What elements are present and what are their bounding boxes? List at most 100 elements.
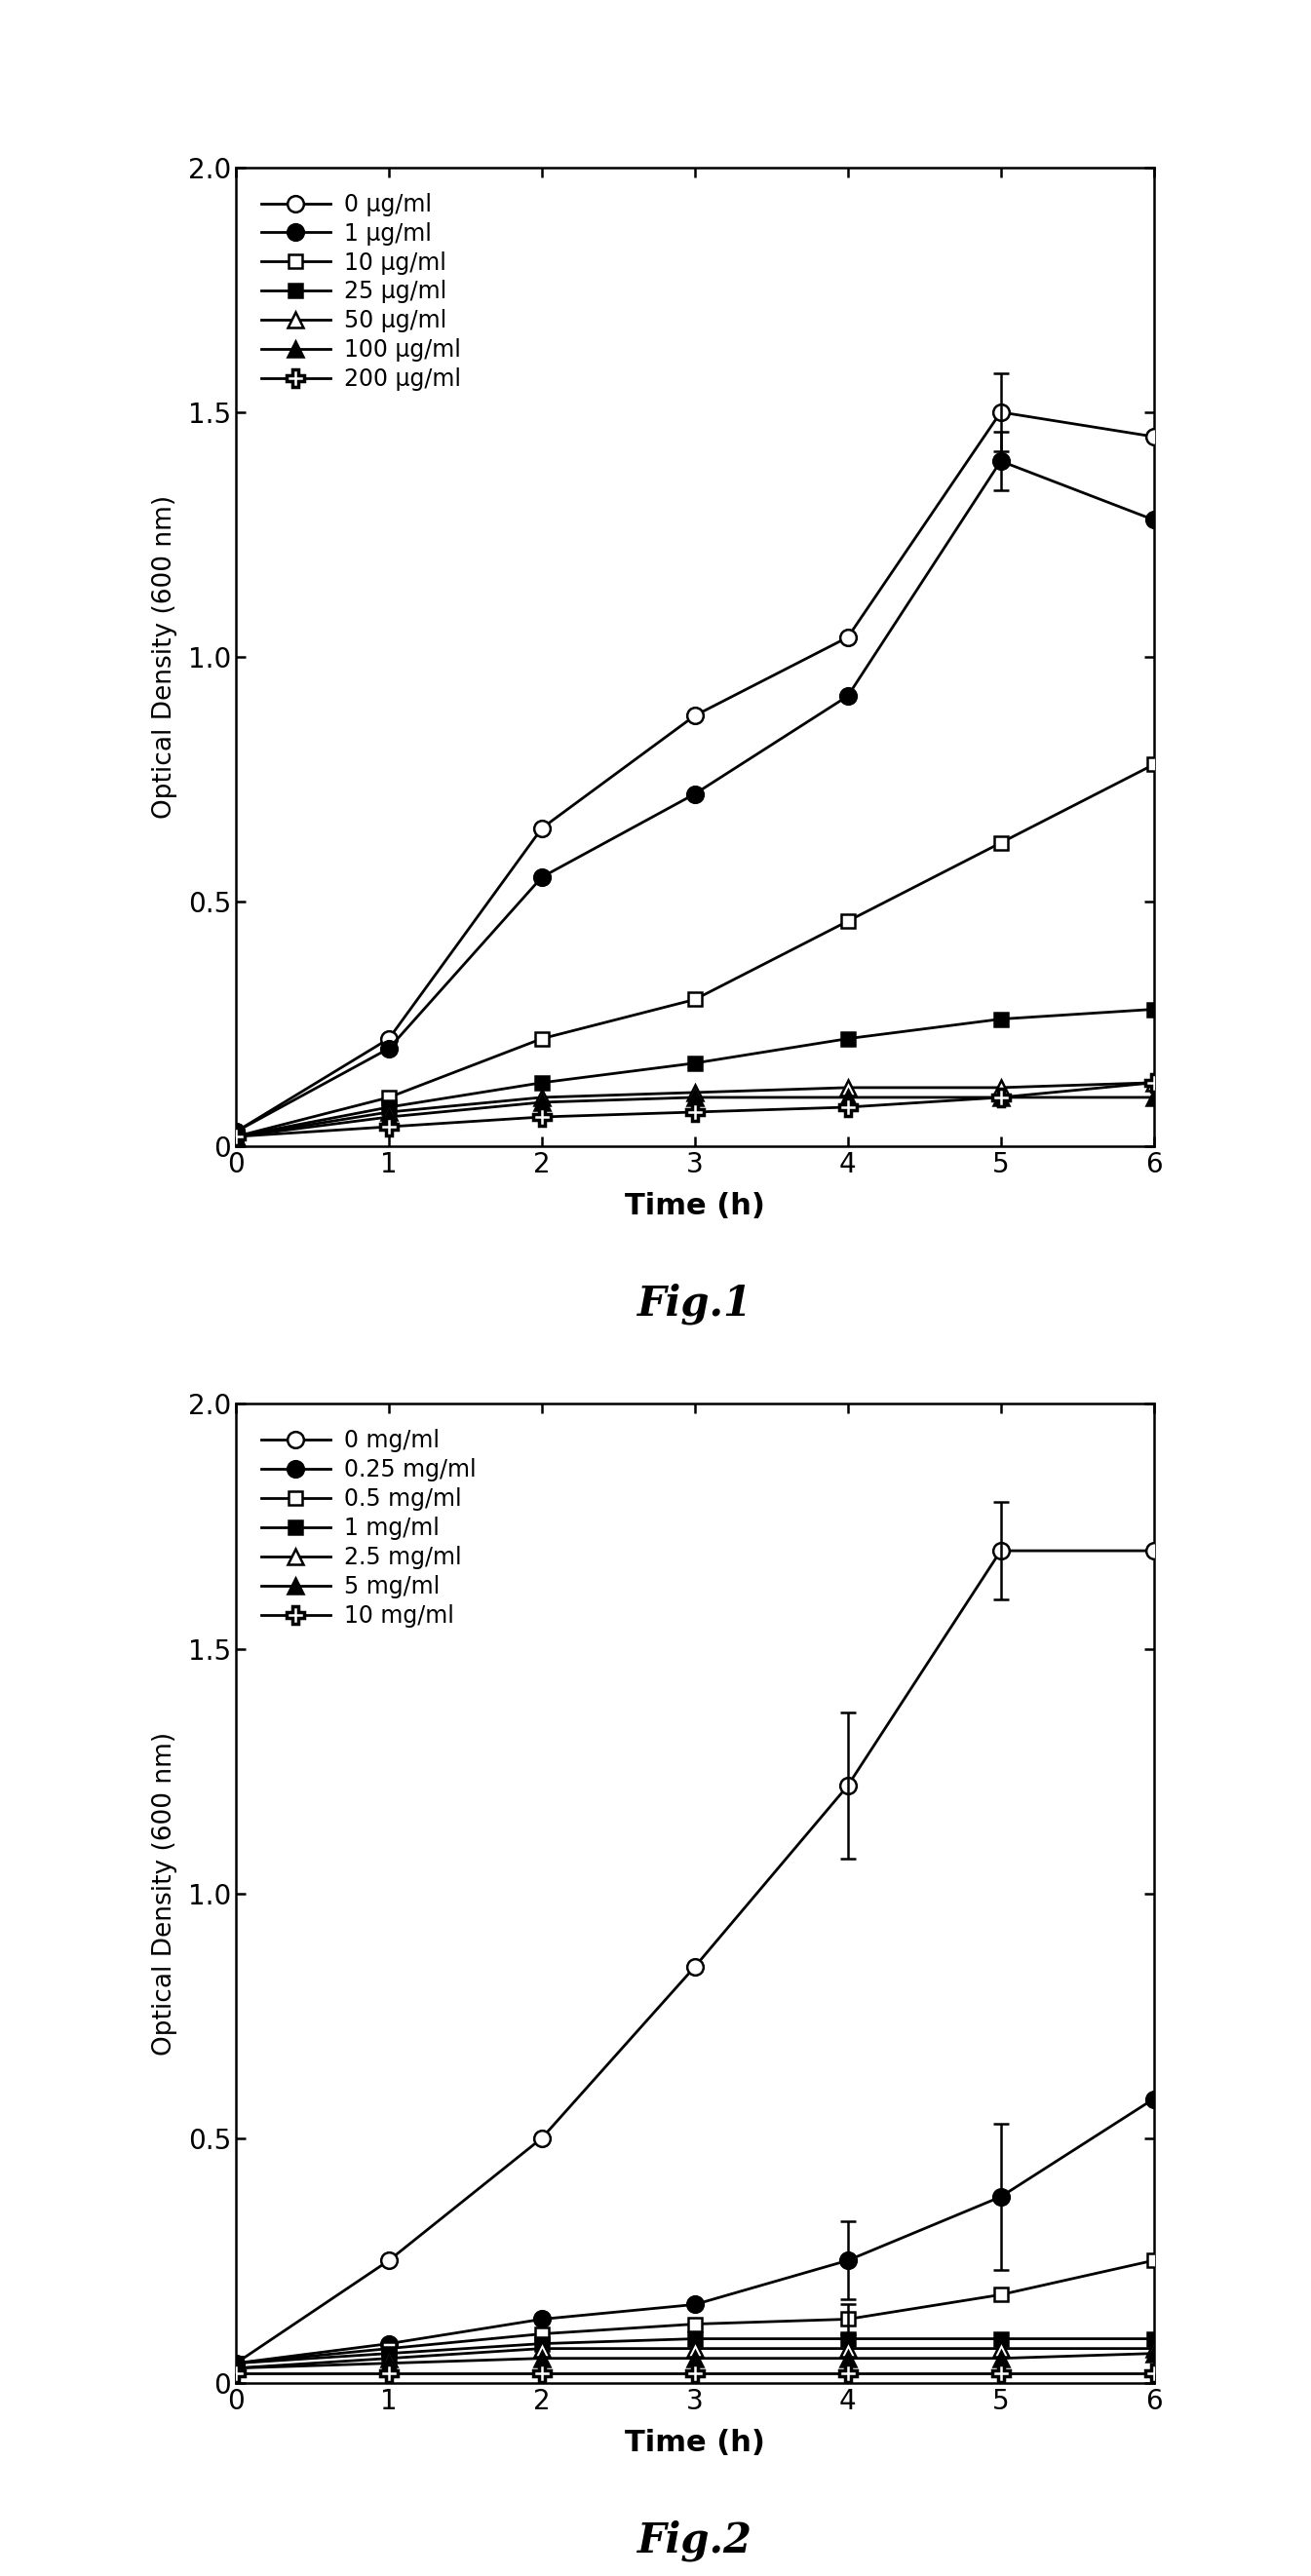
0.5 mg/ml: [228, 2347, 244, 2378]
200 μg/ml: [992, 1082, 1008, 1113]
25 μg/ml: [1146, 994, 1162, 1025]
0 μg/ml: [840, 621, 856, 652]
10 μg/ml: [992, 827, 1008, 858]
Line: 2.5 mg/ml: 2.5 mg/ml: [228, 2342, 1162, 2375]
0.5 mg/ml: [840, 2303, 856, 2334]
200 μg/ml: [840, 1092, 856, 1123]
Line: 0 μg/ml: 0 μg/ml: [228, 404, 1162, 1139]
Line: 10 μg/ml: 10 μg/ml: [229, 757, 1160, 1144]
1 μg/ml: [992, 446, 1008, 477]
0.25 mg/ml: [840, 2244, 856, 2277]
0 μg/ml: [382, 1023, 397, 1054]
Line: 0.25 mg/ml: 0.25 mg/ml: [228, 2092, 1162, 2372]
0.5 mg/ml: [382, 2334, 397, 2365]
10 mg/ml: [534, 2357, 549, 2388]
1 μg/ml: [382, 1033, 397, 1064]
Legend: 0 mg/ml, 0.25 mg/ml, 0.5 mg/ml, 1 mg/ml, 2.5 mg/ml, 5 mg/ml, 10 mg/ml: 0 mg/ml, 0.25 mg/ml, 0.5 mg/ml, 1 mg/ml,…: [248, 1414, 490, 1641]
50 μg/ml: [840, 1072, 856, 1103]
1 mg/ml: [992, 2324, 1008, 2354]
25 μg/ml: [992, 1005, 1008, 1036]
1 mg/ml: [840, 2324, 856, 2354]
2.5 mg/ml: [382, 2344, 397, 2375]
0.25 mg/ml: [992, 2182, 1008, 2213]
0.25 mg/ml: [1146, 2084, 1162, 2115]
200 μg/ml: [228, 1121, 244, 1151]
1 μg/ml: [1146, 505, 1162, 536]
0 μg/ml: [687, 701, 703, 732]
50 μg/ml: [534, 1082, 549, 1113]
100 μg/ml: [382, 1103, 397, 1133]
100 μg/ml: [840, 1082, 856, 1113]
5 mg/ml: [1146, 2339, 1162, 2370]
Line: 10 mg/ml: 10 mg/ml: [227, 2365, 1163, 2383]
0.5 mg/ml: [992, 2280, 1008, 2311]
0 mg/ml: [992, 1535, 1008, 1566]
Line: 100 μg/ml: 100 μg/ml: [228, 1090, 1162, 1144]
1 mg/ml: [228, 2347, 244, 2378]
2.5 mg/ml: [687, 2334, 703, 2365]
10 μg/ml: [228, 1121, 244, 1151]
Line: 0.5 mg/ml: 0.5 mg/ml: [229, 2254, 1160, 2370]
Line: 200 μg/ml: 200 μg/ml: [227, 1074, 1163, 1146]
0 mg/ml: [382, 2244, 397, 2277]
0.5 mg/ml: [687, 2308, 703, 2339]
50 μg/ml: [992, 1072, 1008, 1103]
Line: 0 mg/ml: 0 mg/ml: [228, 1543, 1162, 2372]
100 μg/ml: [534, 1087, 549, 1118]
50 μg/ml: [382, 1097, 397, 1128]
0.25 mg/ml: [228, 2347, 244, 2378]
50 μg/ml: [1146, 1066, 1162, 1097]
200 μg/ml: [534, 1103, 549, 1133]
25 μg/ml: [534, 1066, 549, 1097]
10 μg/ml: [840, 907, 856, 938]
0 mg/ml: [687, 1953, 703, 1984]
100 μg/ml: [1146, 1082, 1162, 1113]
Y-axis label: Optical Density (600 nm): Optical Density (600 nm): [152, 495, 177, 819]
10 mg/ml: [228, 2357, 244, 2388]
2.5 mg/ml: [1146, 2334, 1162, 2365]
10 mg/ml: [382, 2357, 397, 2388]
X-axis label: Time (h): Time (h): [625, 1193, 764, 1221]
50 μg/ml: [228, 1121, 244, 1151]
0 μg/ml: [228, 1115, 244, 1146]
1 mg/ml: [534, 2329, 549, 2360]
10 mg/ml: [840, 2357, 856, 2388]
25 μg/ml: [382, 1092, 397, 1123]
0 mg/ml: [1146, 1535, 1162, 1566]
X-axis label: Time (h): Time (h): [625, 2429, 764, 2458]
10 μg/ml: [382, 1082, 397, 1113]
100 μg/ml: [992, 1082, 1008, 1113]
Line: 1 mg/ml: 1 mg/ml: [229, 2331, 1160, 2370]
25 μg/ml: [687, 1048, 703, 1079]
2.5 mg/ml: [992, 2334, 1008, 2365]
Y-axis label: Optical Density (600 nm): Optical Density (600 nm): [152, 1731, 177, 2056]
0.25 mg/ml: [382, 2329, 397, 2360]
1 mg/ml: [1146, 2324, 1162, 2354]
2.5 mg/ml: [534, 2334, 549, 2365]
5 mg/ml: [534, 2344, 549, 2375]
Text: Fig.2: Fig.2: [637, 2519, 753, 2561]
Text: Fig.1: Fig.1: [637, 1283, 753, 1324]
5 mg/ml: [228, 2352, 244, 2383]
10 μg/ml: [1146, 750, 1162, 781]
10 μg/ml: [687, 984, 703, 1015]
2.5 mg/ml: [228, 2352, 244, 2383]
Legend: 0 μg/ml, 1 μg/ml, 10 μg/ml, 25 μg/ml, 50 μg/ml, 100 μg/ml, 200 μg/ml: 0 μg/ml, 1 μg/ml, 10 μg/ml, 25 μg/ml, 50…: [248, 178, 475, 404]
Line: 1 μg/ml: 1 μg/ml: [228, 453, 1162, 1139]
25 μg/ml: [840, 1023, 856, 1054]
0 mg/ml: [228, 2347, 244, 2378]
1 μg/ml: [840, 680, 856, 711]
0 μg/ml: [992, 397, 1008, 428]
0.5 mg/ml: [1146, 2244, 1162, 2277]
1 mg/ml: [382, 2339, 397, 2370]
0.5 mg/ml: [534, 2318, 549, 2349]
1 μg/ml: [228, 1115, 244, 1146]
100 μg/ml: [228, 1121, 244, 1151]
5 mg/ml: [992, 2344, 1008, 2375]
10 μg/ml: [534, 1023, 549, 1054]
0 μg/ml: [1146, 420, 1162, 451]
10 mg/ml: [1146, 2357, 1162, 2388]
1 μg/ml: [534, 860, 549, 891]
100 μg/ml: [687, 1082, 703, 1113]
50 μg/ml: [687, 1077, 703, 1108]
